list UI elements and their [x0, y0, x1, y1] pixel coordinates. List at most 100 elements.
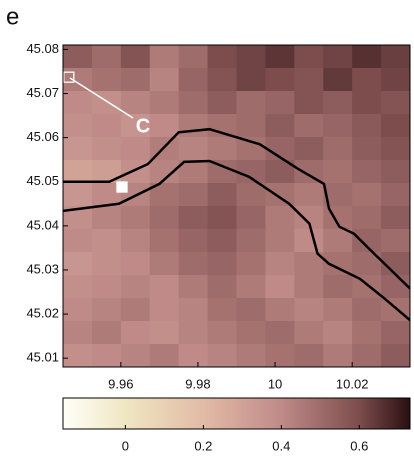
heatmap-cell [265, 275, 295, 299]
heatmap-cell [323, 91, 353, 115]
y-tick-label: 45.07 [26, 85, 59, 100]
heatmap-cell [352, 91, 382, 115]
heatmap-cell [294, 298, 324, 322]
heatmap-cell [323, 137, 353, 161]
heatmap-cell [381, 68, 410, 92]
y-tick-label: 45.03 [26, 261, 59, 276]
heatmap-cell [265, 45, 295, 69]
heatmap-cell [149, 321, 180, 345]
heatmap-cell [265, 321, 295, 345]
heatmap-cell [63, 91, 93, 115]
y-tick-label: 45.08 [26, 41, 59, 56]
heatmap-cell [323, 229, 353, 253]
heatmap-cell [207, 91, 237, 115]
x-tick-label: 9.98 [185, 376, 210, 391]
heatmap-cell [352, 344, 382, 367]
heatmap-cell [265, 252, 295, 276]
heatmap-cell [381, 183, 410, 207]
heatmap-cell [120, 252, 151, 276]
heatmap-cell [63, 344, 93, 367]
heatmap-cell [265, 160, 295, 184]
colorbar-tick-label: 0.4 [272, 438, 290, 453]
heatmap-cell [323, 275, 353, 299]
heatmap-cell [352, 137, 382, 161]
heatmap-cell [352, 45, 382, 69]
heatmap-cell [63, 229, 93, 253]
heatmap-cell [236, 114, 266, 138]
heatmap-cell [352, 183, 382, 207]
heatmap-cell [265, 206, 295, 230]
heatmap-cell [236, 252, 266, 276]
heatmap-cell [178, 91, 209, 115]
heatmap-cell [178, 183, 209, 207]
plot-frame [62, 44, 411, 368]
heatmap-cell [91, 298, 122, 322]
heatmap-cell [178, 68, 209, 92]
heatmap-cell [294, 91, 324, 115]
heatmap-cell [207, 229, 237, 253]
heatmap-cell [294, 137, 324, 161]
plot-area [63, 45, 410, 367]
heatmap-cell [236, 344, 266, 367]
heatmap-cell [149, 114, 180, 138]
heatmap-cell [120, 344, 151, 367]
heatmap-cell [120, 321, 151, 345]
heatmap-cell [63, 252, 93, 276]
heatmap-cell [91, 114, 122, 138]
heatmap-cell [178, 252, 209, 276]
heatmap-cell [294, 344, 324, 367]
heatmap-cell [352, 275, 382, 299]
heatmap-cell [207, 45, 237, 69]
panel-label: e [6, 3, 19, 30]
heatmap-cell [91, 45, 122, 69]
heatmap-cell [381, 206, 410, 230]
heatmap-cell [63, 321, 93, 345]
heatmap-cell [120, 114, 151, 138]
heatmap-cell [381, 275, 410, 299]
colorbar-tick-label: 0 [122, 438, 129, 453]
heatmap-cell [236, 298, 266, 322]
heatmap-cell [381, 45, 410, 69]
heatmap-cell [91, 275, 122, 299]
heatmap-cell [91, 183, 122, 207]
heatmap-cell [63, 298, 93, 322]
heatmap-cell [178, 321, 209, 345]
heatmap-cell [120, 137, 151, 161]
heatmap-cell [294, 229, 324, 253]
heatmap-cell [352, 298, 382, 322]
heatmap-cell [323, 298, 353, 322]
heatmap-cell [323, 68, 353, 92]
heatmap-cell [294, 275, 324, 299]
heatmap-cell [63, 45, 93, 69]
heatmap-cell [381, 229, 410, 253]
heatmap-cell [120, 229, 151, 253]
heatmap-cell [236, 68, 266, 92]
heatmap-cell [149, 229, 180, 253]
heatmap-cell [178, 114, 209, 138]
heatmap-cell [294, 321, 324, 345]
heatmap-cell [207, 160, 237, 184]
heatmap-cell [352, 206, 382, 230]
heatmap-cell [91, 68, 122, 92]
marker [63, 71, 75, 83]
heatmap-cell [91, 344, 122, 367]
heatmap-cell [381, 321, 410, 345]
heatmap-cell [178, 206, 209, 230]
heatmap-cell [63, 206, 93, 230]
heatmap-cell [236, 183, 266, 207]
annotation-leader [69, 77, 134, 119]
heatmap-cell [265, 183, 295, 207]
heatmap-cell [149, 275, 180, 299]
heatmap-cell [236, 206, 266, 230]
heatmap-cell [120, 45, 151, 69]
heatmap-cell [207, 344, 237, 367]
heatmap-cell [207, 321, 237, 345]
heatmap-cell [294, 183, 324, 207]
heatmap-cell [120, 275, 151, 299]
heatmap-cell [236, 160, 266, 184]
heatmap-cell [63, 275, 93, 299]
heatmap-cell [323, 45, 353, 69]
heatmap-cell [63, 160, 93, 184]
colorbar-tick-label: 0.6 [350, 438, 368, 453]
